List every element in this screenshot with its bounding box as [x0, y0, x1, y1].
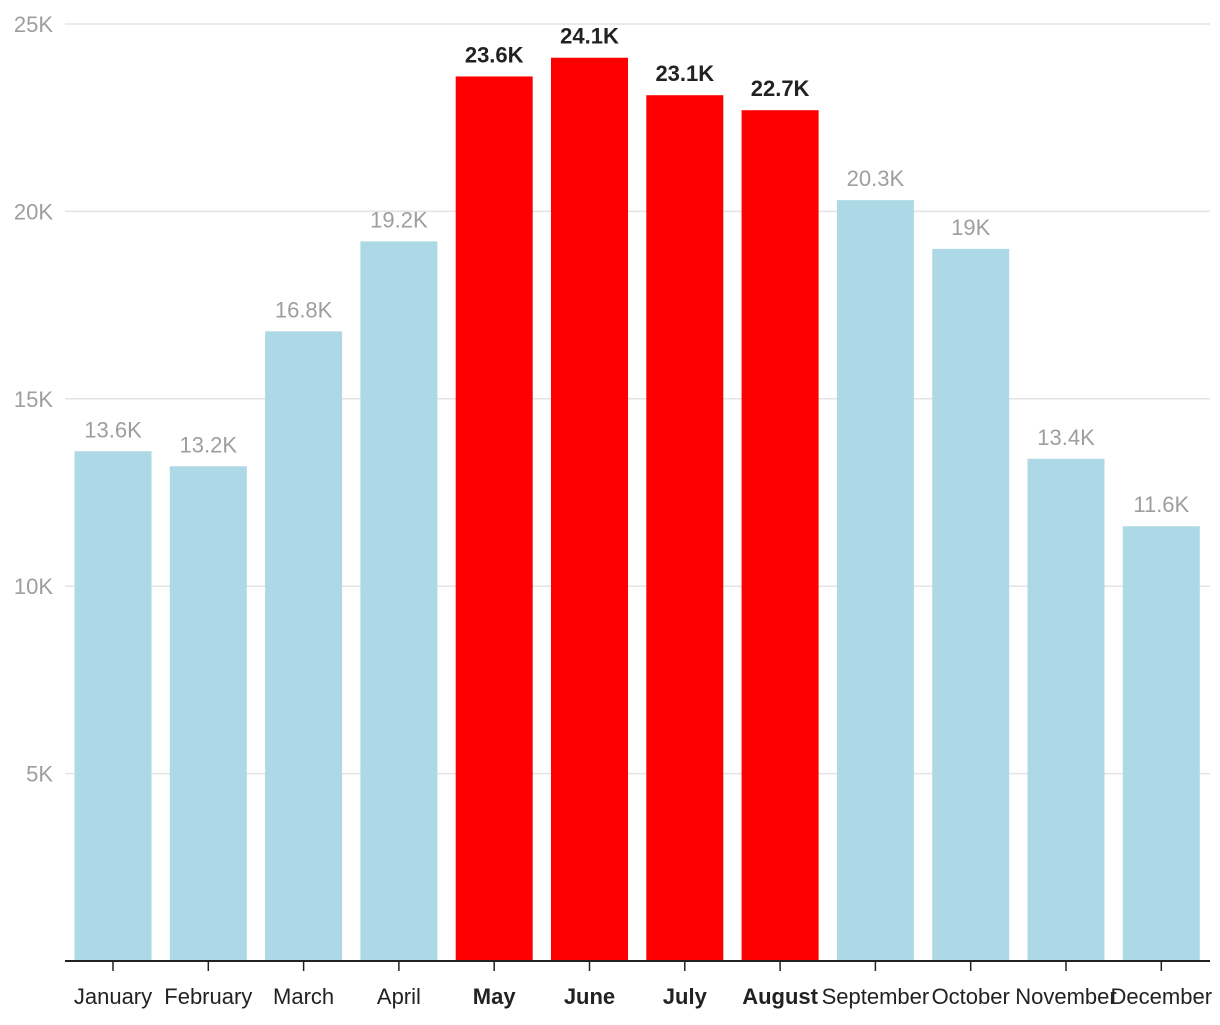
data-label-september: 20.3K: [847, 166, 905, 191]
bar-june[interactable]: [551, 57, 628, 962]
grid-layer: [65, 23, 1210, 775]
bar-october[interactable]: [932, 248, 1010, 961]
y-tick-label: 25K: [14, 12, 53, 37]
x-tick-label-may: May: [473, 984, 517, 1009]
bar-december[interactable]: [1122, 526, 1200, 961]
bar-september[interactable]: [836, 200, 914, 961]
y-tick-label: 5K: [26, 762, 53, 787]
bar-may[interactable]: [455, 76, 533, 962]
x-tick-label-january: January: [74, 984, 152, 1009]
bar-august[interactable]: [741, 110, 819, 962]
x-tick-label-february: February: [164, 984, 252, 1009]
x-tick-label-november: November: [1015, 984, 1116, 1009]
x-tick-label-august: August: [742, 984, 818, 1009]
bar-february[interactable]: [169, 466, 247, 961]
data-label-april: 19.2K: [370, 207, 428, 232]
bar-january[interactable]: [74, 451, 152, 961]
bar-july[interactable]: [646, 95, 724, 962]
data-label-january: 13.6K: [84, 417, 142, 442]
y-tick-label: 15K: [14, 387, 53, 412]
bar-november[interactable]: [1027, 458, 1105, 961]
data-label-february: 13.2K: [180, 432, 238, 457]
data-label-july: 23.1K: [655, 61, 714, 86]
data-label-june: 24.1K: [560, 24, 619, 49]
axis-layer: [65, 960, 1210, 971]
data-label-december: 11.6K: [1133, 492, 1189, 517]
x-tick-label-march: March: [273, 984, 334, 1009]
y-tick-label: 20K: [14, 199, 53, 224]
x-tick-label-july: July: [663, 984, 708, 1009]
x-tick-label-september: September: [822, 984, 930, 1009]
x-tick-label-april: April: [377, 984, 421, 1009]
bar-march[interactable]: [265, 331, 343, 961]
data-label-november: 13.4K: [1037, 425, 1095, 450]
bar-layer: [74, 57, 1200, 962]
data-label-august: 22.7K: [751, 76, 810, 101]
bar-april[interactable]: [360, 241, 438, 961]
x-tick-label-june: June: [564, 984, 615, 1009]
x-tick-label-december: December: [1111, 984, 1212, 1009]
data-label-march: 16.8K: [275, 297, 333, 322]
data-label-may: 23.6K: [465, 42, 524, 67]
x-tick-label-october: October: [932, 984, 1010, 1009]
data-label-october: 19K: [951, 215, 990, 240]
label-layer: 5K 10K 15K 20K 25K 13.6K January 13.2K February 1…: [14, 12, 1212, 1009]
y-tick-label: 10K: [14, 574, 53, 599]
